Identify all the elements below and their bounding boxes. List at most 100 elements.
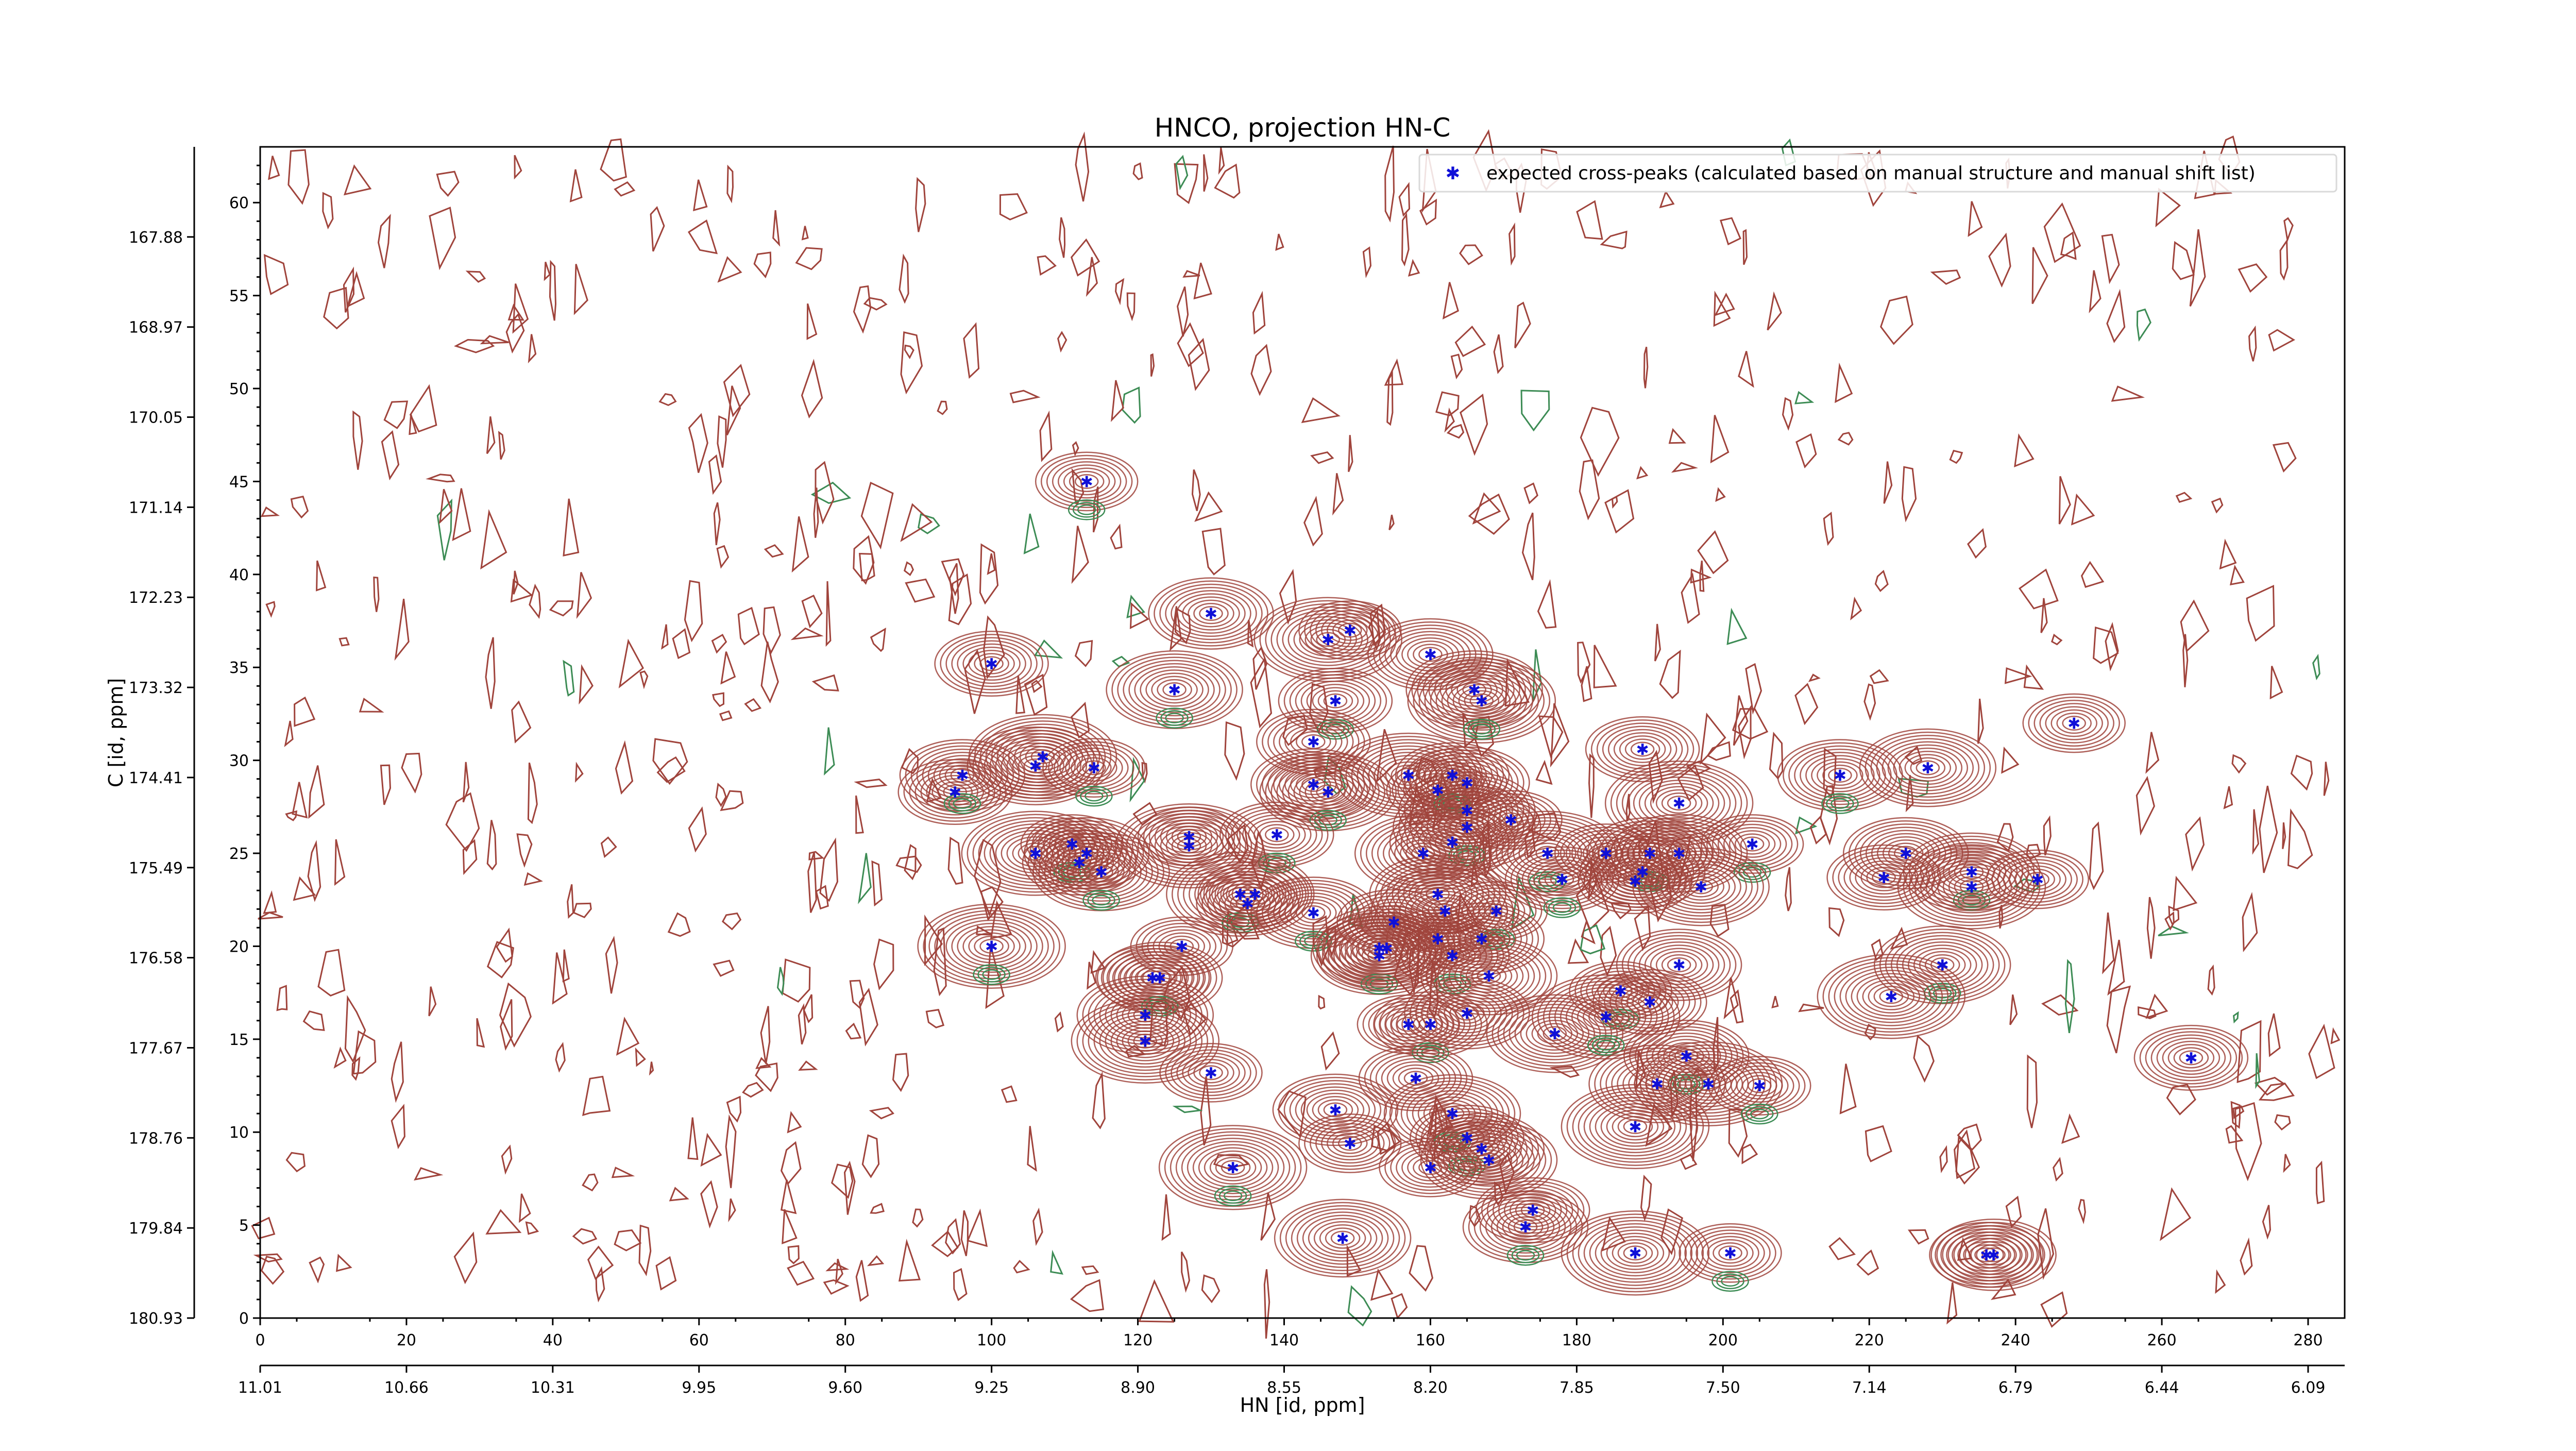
noise-contour [787,1245,800,1264]
cross-peak-marker: ✱ [1446,834,1459,852]
noise-contour [510,578,533,603]
noise-contour [1990,1278,2016,1301]
noise-contour [1640,1174,1652,1222]
noise-contour [285,810,298,821]
noise-contour [1032,1207,1043,1246]
x-index-tick-label: 20 [397,1331,416,1349]
x-index-tick-label: 200 [1708,1331,1738,1349]
noise-contour [2043,202,2081,263]
noise-contour [780,1179,797,1214]
noise-contour [2225,1125,2244,1144]
noise-contour [1738,704,1752,760]
cross-peak-marker: ✱ [1321,631,1334,649]
noise-contour [1318,994,1326,1010]
noise-contour [2211,497,2224,514]
noise-contour [1745,663,1762,715]
noise-contour [1386,370,1394,426]
noise-contour [1252,291,1266,335]
noise-contour [860,481,894,550]
noise-contour [1520,390,1550,432]
noise-contour [1087,961,1097,990]
noise-contour [1024,673,1048,716]
noise-contour [616,1016,640,1056]
noise-contour [549,260,557,321]
noise-contour [333,1046,347,1069]
cross-peak-marker: ✱ [1344,1135,1357,1153]
noise-contour [737,606,760,646]
noise-contour [1581,919,1596,944]
noise-contour [1905,775,1914,813]
noise-contour [496,927,513,963]
noise-contour [1699,560,1705,592]
noise-contour [1408,259,1420,277]
noise-contour [381,430,400,481]
noise-contour [1710,415,1730,464]
cross-peak-marker: ✱ [948,784,961,802]
noise-contour [1193,262,1212,300]
noise-contour [900,331,923,395]
noise-contour [2252,809,2260,855]
noise-contour [1955,1135,1980,1185]
x-ppm-tick-label: 10.31 [531,1379,575,1397]
noise-contour [716,545,730,569]
noise-contour [1175,155,1189,191]
cross-peak-marker: ✱ [1168,682,1181,700]
noise-contour [728,1198,736,1223]
cross-peak-marker: ✱ [1753,1077,1766,1095]
peak-contour [1219,801,1334,874]
noise-contour [801,359,823,419]
noise-contour [1988,232,2011,288]
noise-contour [485,637,496,709]
noise-contour [1362,246,1372,278]
legend-box [1418,154,2337,193]
cross-peak-marker: ✱ [1900,845,1912,863]
noise-contour [715,782,727,807]
x-index-tick-label: 60 [689,1331,709,1349]
noise-contour [501,1144,513,1175]
noise-contour [514,155,522,180]
noise-contour [831,1163,854,1199]
noise-contour [2283,217,2294,243]
noise-contour [717,256,742,283]
noise-contour [1075,131,1090,202]
noise-contour [1697,530,1729,575]
peak-contour [1071,998,1220,1084]
noise-contour [1600,925,1617,977]
cross-peak-marker: ✱ [1080,845,1093,863]
noise-contour [941,558,965,597]
noise-contour [285,1152,306,1173]
noise-contour [1347,1285,1372,1327]
noise-contour [1126,595,1145,619]
noise-contour [276,985,288,1011]
noise-contour [2040,1291,2068,1328]
noise-contour [825,1262,850,1272]
legend: ✱ expected cross-peaks (calculated based… [1418,154,2337,193]
noise-contour [2001,746,2020,774]
x-ppm-tick-label: 7.85 [1560,1379,1594,1397]
noise-contour [2060,231,2077,260]
noise-contour [1823,512,1834,546]
noise-contour [1771,996,1779,1008]
noise-contour [2240,1237,2253,1276]
noise-contour [720,651,736,685]
noise-contour [1071,701,1090,739]
noise-contour [1398,182,1411,217]
noise-contour [2089,270,2102,314]
noise-contour [2262,1205,2272,1240]
cross-peak-marker: ✱ [1643,994,1656,1012]
noise-contour [1837,432,1854,446]
noise-contour [2185,816,2205,872]
cross-peak-marker: ✱ [1461,802,1473,820]
noise-contour [2026,1054,2038,1128]
noise-contour [656,756,686,783]
noise-contour [1968,201,1983,237]
x-index-tick-label: 0 [255,1331,265,1349]
cross-peak-marker: ✱ [1248,886,1261,904]
x-axis-label: HN [id, ppm] [1240,1394,1365,1416]
noise-contour [1977,698,1984,744]
peak-contour [1561,1210,1710,1296]
noise-contour [528,334,537,364]
noise-contour [2272,442,2297,473]
noise-contour [1454,325,1486,358]
